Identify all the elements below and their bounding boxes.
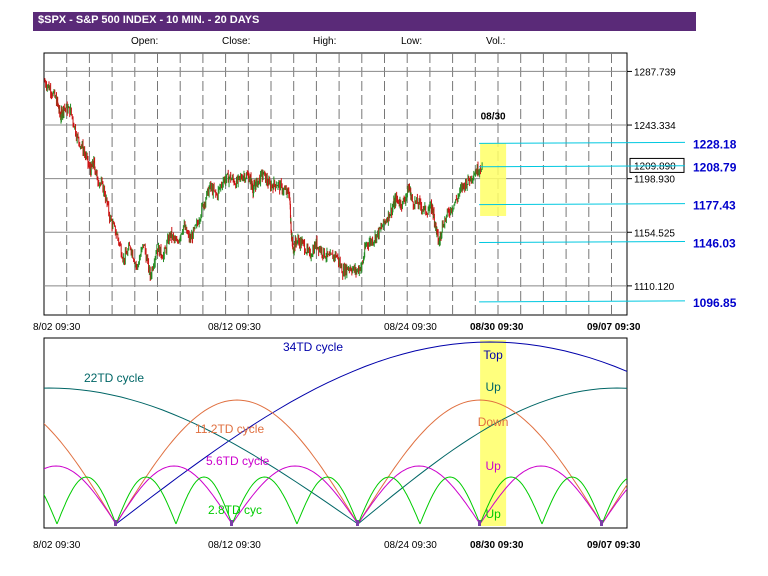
cycle-2td-curve [541,476,603,525]
cycle-x-tick-label: 09/07 09:30 [587,540,641,551]
cycle-2td-curve [115,476,177,525]
cycle-34td-curve [115,341,627,525]
cycle-trough-marker [230,520,233,526]
price-candles [44,78,483,282]
cycle-phase-label: Top [483,348,503,362]
y-tick-label: 1154.525 [634,228,675,239]
cycle-2td-curve [231,476,298,525]
projection-label: 1146.03 [693,237,736,251]
cycle-2td-curve [44,493,58,525]
cycle-curves [44,341,627,526]
chart-title: $SPX - S&P 500 INDEX - 10 MIN. - 20 DAYS [38,14,260,26]
projection-line [479,300,686,303]
cycle-2td-curve [296,476,359,525]
cycle-phase-label: Up [485,459,501,473]
cycle-x-tick-label: 8/02 09:30 [33,540,81,551]
price-x-tick-label: 09/07 09:30 [587,322,641,333]
vol-label: Vol.: [486,36,506,47]
cycle-22td-curve [44,387,359,525]
price-x-tick-label: 08/30 09:30 [470,322,524,333]
cycle-trough-marker [600,520,603,526]
cycle-highlight [480,340,507,526]
cycle-2td-curve [175,476,233,525]
y-tick-label: 1287.739 [634,67,676,78]
projection-label: 1228.18 [693,137,737,151]
cycle-11td-curve [44,423,117,525]
cycle-series-label: 22TD cycle [84,371,144,385]
projection-line [479,165,686,168]
cycle-series-label: 34TD cycle [283,340,343,354]
cycle-trough-marker [478,520,481,526]
cycle-5td-curve [115,465,233,525]
cycle-11td-curve [115,399,359,525]
low-label: Low: [401,36,423,47]
cycle-2td-curve [357,476,421,525]
price-x-tick-label: 8/02 09:30 [33,322,81,333]
cycle-5td-curve [357,465,481,525]
cycle-2td-curve [479,476,543,525]
cycle-series-label: 11.2TD cycle [195,422,264,436]
cycle-x-tick-label: 08/24 09:30 [384,540,437,551]
cycle-trough-marker [114,520,117,526]
y-tick-label: 1243.334 [634,121,676,132]
cycle-2td-curve [419,476,481,525]
projection-line [479,203,686,206]
cycle-series-label: 2.8TD cyc [208,503,262,517]
cycle-5td-curve [231,465,359,525]
chart-title-bar: $SPX - S&P 500 INDEX - 10 MIN. - 20 DAYS [33,12,696,31]
close-label: Close: [222,36,251,47]
cycle-11td-curve [357,399,603,525]
cycle-x-tick-label: 08/12 09:30 [208,540,261,551]
cycle-x-tick-label: 08/30 09:30 [470,540,524,551]
projection-line [479,141,686,144]
cycle-series-label: 5.6TD cycle [206,454,270,468]
projection-line [479,241,686,244]
cycle-trough-marker [356,520,359,526]
projection-label: 1208.79 [693,161,737,175]
high-label: High: [313,36,337,47]
last-price-label: 1209.890 [634,161,676,172]
cycle-phase-label: Up [485,380,501,394]
projection-label: 1177.43 [693,199,736,213]
cycle-phase-label: Up [485,507,501,521]
projection-label: 1096.85 [693,296,737,310]
y-tick-label: 1198.930 [634,175,675,186]
price-x-tick-label: 08/24 09:30 [384,322,437,333]
cycle-22td-curve [357,387,627,525]
date-marker-label: 08/30 [481,111,506,122]
open-label: Open: [131,36,159,47]
cycle-5td-curve [479,465,603,525]
cycle-2td-curve [601,478,627,525]
y-tick-label: 1110.120 [634,282,675,293]
cycle-5td-curve [44,465,117,525]
price-panel-frame [43,52,628,316]
cycle-phase-label: Down [478,415,509,429]
cycle-5td-curve [601,488,627,525]
price-x-tick-label: 08/12 09:30 [208,322,261,333]
projection-highlight [480,143,507,216]
cycle-2td-curve [56,476,117,525]
